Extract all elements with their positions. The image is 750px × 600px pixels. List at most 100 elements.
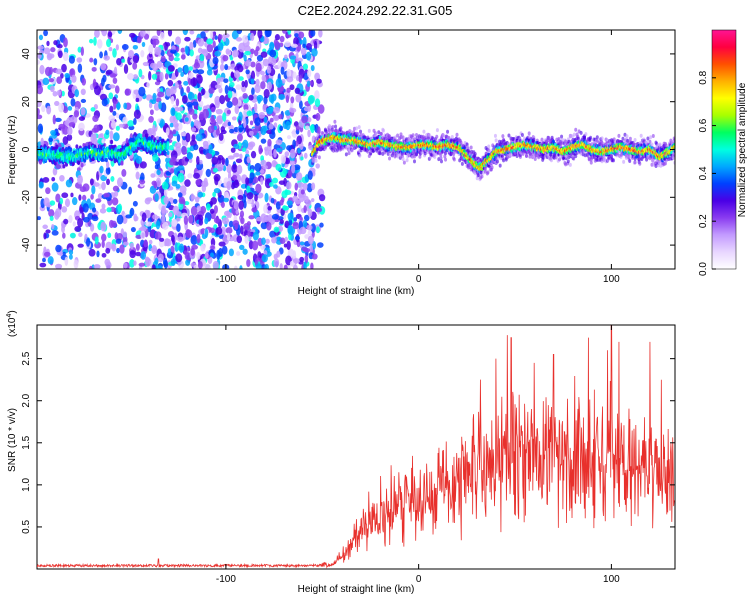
heatmap-cell [248, 130, 254, 136]
heatmap-cell [79, 186, 87, 193]
heatmap-cell [43, 30, 48, 37]
heatmap-cell [110, 120, 117, 129]
heatmap-cell [129, 32, 136, 38]
heatmap-cell [254, 84, 261, 94]
heatmap-cell [159, 237, 165, 242]
heatmap-cell [153, 102, 160, 111]
heatmap-cell [273, 115, 280, 122]
heatmap-cell [114, 85, 120, 94]
heatmap-cell [167, 79, 174, 87]
heatmap-cell [118, 123, 125, 128]
heatmap-cell [173, 121, 179, 128]
heatmap-cell [245, 149, 250, 155]
heatmap-cell [176, 236, 184, 242]
heatmap-cell [422, 129, 426, 134]
heatmap-cell [283, 264, 288, 269]
heatmap-cell [64, 198, 71, 208]
heatmap-cell [399, 132, 403, 137]
heatmap-cell [236, 235, 243, 244]
heatmap-cell [208, 87, 215, 94]
heatmap-cell [205, 152, 213, 160]
heatmap-cell [306, 80, 311, 88]
heatmap-cell [303, 195, 309, 203]
heatmap-cell [204, 263, 211, 269]
heatmap-cell [101, 30, 108, 37]
heatmap-cell [243, 226, 250, 231]
heatmap-cell [292, 258, 301, 264]
heatmap-cell [47, 53, 55, 59]
heatmap-cell [133, 109, 141, 119]
heatmap-cell [58, 123, 66, 130]
heatmap-cell [161, 215, 166, 224]
heatmap-cell [186, 101, 193, 108]
heatmap-cell [152, 63, 159, 72]
heatmap-cell [267, 205, 273, 211]
heatmap-cell [76, 57, 83, 63]
heatmap-cell [356, 132, 360, 137]
heatmap-cell [94, 236, 99, 245]
heatmap-cell [50, 47, 56, 53]
heatmap-cell [150, 173, 156, 178]
heatmap-cell [165, 177, 170, 184]
heatmap-cell [212, 40, 216, 49]
heatmap-cell [170, 107, 176, 117]
heatmap-cell [280, 66, 285, 75]
heatmap-cell [219, 63, 225, 71]
heatmap-cell [286, 87, 291, 93]
heatmap-cell [223, 78, 229, 84]
heatmap-cell [260, 125, 267, 136]
heatmap-cell [116, 58, 122, 66]
heatmap-cell [148, 115, 154, 123]
heatmap-cell [213, 188, 221, 194]
heatmap-cell [190, 235, 198, 246]
heatmap-cell [101, 233, 107, 242]
heatmap-cell [135, 171, 140, 180]
heatmap-cell [266, 221, 272, 231]
heatmap-cell [88, 38, 94, 44]
heatmap-cell [183, 80, 189, 86]
heatmap-cell [78, 122, 85, 132]
heatmap-cell [45, 187, 51, 195]
heatmap-cell [269, 182, 274, 187]
heatmap-cell [284, 54, 288, 60]
heatmap-cell [69, 147, 73, 152]
heatmap-cell [260, 81, 266, 90]
heatmap-cell [115, 112, 120, 119]
heatmap-cell [105, 247, 111, 254]
heatmap-cell [226, 109, 231, 115]
heatmap-cell [145, 221, 152, 227]
heatmap-cell [286, 68, 292, 78]
heatmap-cell [444, 151, 448, 156]
heatmap-cell [191, 127, 197, 132]
heatmap-cell [225, 227, 233, 234]
heatmap-cell [139, 161, 147, 169]
heatmap-cell [442, 133, 446, 138]
heatmap-cell [93, 124, 100, 133]
heatmap-cell [198, 100, 204, 108]
heatmap-cell [193, 62, 200, 69]
heatmap-cell [148, 70, 152, 81]
heatmap-cell [250, 32, 255, 42]
heatmap-cell [80, 107, 86, 116]
heatmap-cell [303, 261, 307, 269]
heatmap-cell [246, 192, 254, 200]
heatmap-cell [228, 124, 234, 131]
heatmap-cell [215, 226, 223, 235]
heatmap-cell [73, 259, 79, 269]
heatmap-cell [151, 264, 156, 269]
heatmap-cell [91, 185, 96, 195]
heatmap-cell [302, 219, 308, 229]
heatmap-cell [93, 58, 98, 66]
heatmap-cell [62, 105, 69, 114]
heatmap-cell [305, 51, 312, 61]
heatmap-cell [48, 78, 55, 83]
heatmap-cell [239, 210, 245, 218]
heatmap-cell [177, 172, 185, 183]
heatmap-cell [381, 128, 385, 133]
heatmap-cell [255, 78, 260, 87]
heatmap-cell [234, 265, 238, 269]
heatmap-cell [154, 81, 161, 86]
heatmap-cell [169, 49, 177, 54]
heatmap-cell [411, 133, 415, 138]
heatmap-cell [238, 42, 246, 53]
